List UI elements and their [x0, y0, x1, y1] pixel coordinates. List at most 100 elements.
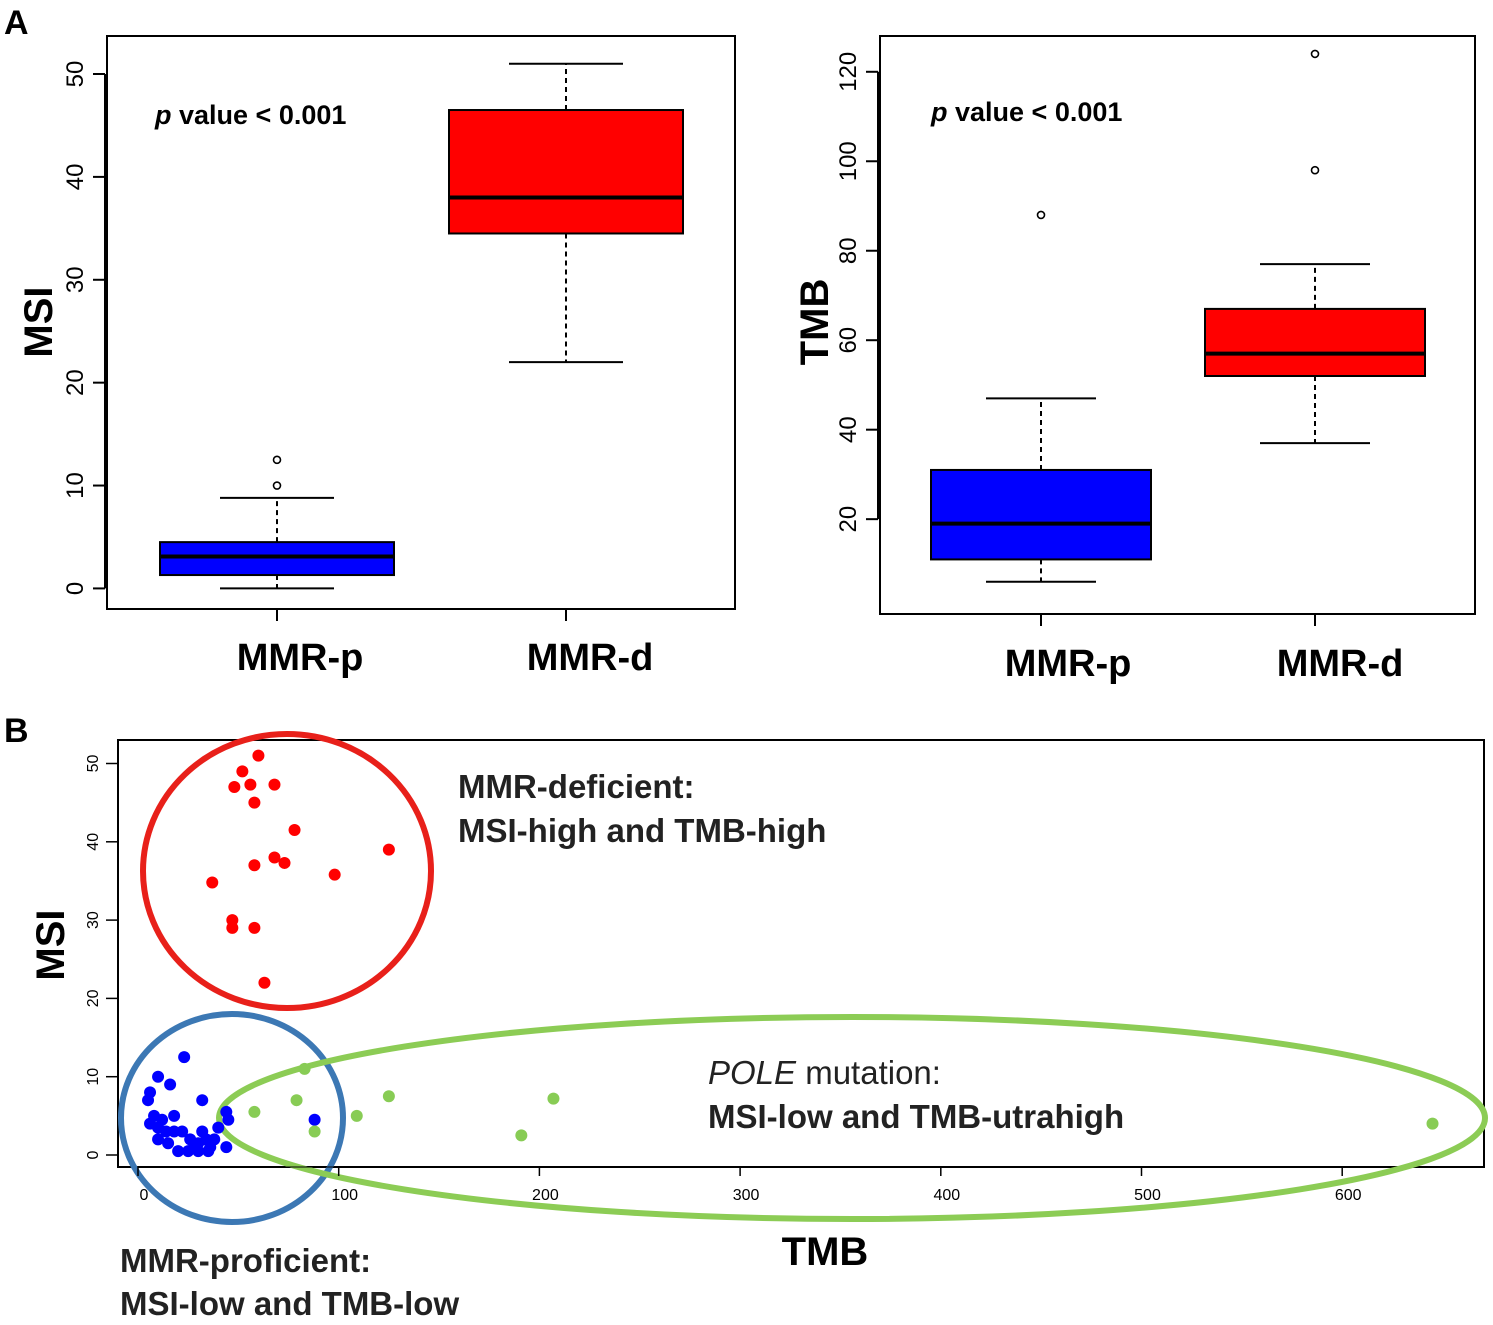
mmr-deficient-point: [252, 749, 265, 762]
category-label: MMR-p: [237, 637, 364, 679]
mmr-deficient-point: [328, 868, 341, 881]
mmr-deficient-point: [268, 778, 281, 791]
mmr-proficient-point: [168, 1109, 181, 1122]
box-MMR-d: [1204, 307, 1426, 378]
mmr-proficient-point: [176, 1125, 189, 1138]
mmr-deficient-point: [206, 876, 219, 889]
category-label: MMR-p: [1005, 643, 1132, 685]
msi-boxplot: MSI p value < 0.001 0 10 20 30 40 50 MMR-p MMR-…: [17, 35, 736, 679]
proficient-cluster-circle: [118, 1011, 346, 1225]
mmr-proficient-point: [202, 1145, 215, 1158]
p-value-text: value < 0.001: [948, 97, 1123, 127]
panel-letter-b: B: [4, 712, 29, 750]
box-MMR-p: [159, 541, 395, 577]
mmr-deficient-point: [248, 859, 261, 872]
pole-gene-name: POLE: [708, 1054, 797, 1091]
y-tick-label: 30: [62, 266, 89, 293]
y-tick-label: 20: [85, 989, 102, 1007]
pole-point: [290, 1094, 303, 1107]
mmr-proficient-point: [178, 1051, 191, 1064]
category-label: MMR-d: [1277, 643, 1404, 685]
panel-letter-a: A: [4, 4, 29, 42]
y-tick-label: 20: [835, 506, 862, 533]
outlier-point: [1036, 210, 1046, 220]
deficient-cluster-circle: [140, 731, 434, 1011]
mmr-proficient-point: [162, 1137, 175, 1150]
box-MMR-p: [930, 468, 1152, 561]
plot-frame: [106, 35, 736, 610]
y-tick-label: 80: [835, 237, 862, 264]
outlier-point: [272, 455, 282, 465]
mmr-proficient-point: [220, 1141, 233, 1154]
plot-frame: [879, 35, 1476, 615]
mmr-deficient-point: [226, 921, 239, 934]
mmr-deficient-point: [248, 796, 261, 809]
mmr-deficient-point: [258, 976, 271, 989]
mmr-proficient-point: [152, 1070, 165, 1083]
pole-point: [515, 1129, 528, 1142]
mmr-deficient-point: [228, 780, 241, 793]
pole-label-line1: POLE mutation:: [708, 1054, 941, 1091]
y-tick-label: 120: [835, 52, 862, 92]
x-tick-label: 400: [933, 1187, 960, 1204]
x-tick-label: 600: [1335, 1187, 1362, 1204]
pole-point: [382, 1090, 395, 1103]
mmr-proficient-point: [208, 1133, 221, 1146]
mmr-proficient-point: [172, 1145, 185, 1158]
mmr-proficient-point: [142, 1094, 155, 1107]
mmr-proficient-point: [164, 1078, 177, 1091]
p-italic: p: [930, 97, 948, 127]
pole-label-line2: MSI-low and TMB-utrahigh: [708, 1098, 1124, 1135]
pole-cluster-ellipse: [216, 1014, 1488, 1222]
pole-point: [547, 1092, 560, 1105]
y-tick-label: 40: [85, 833, 102, 851]
mmr-deficient-point: [236, 765, 249, 778]
y-tick-label: 40: [835, 416, 862, 443]
pole-point: [350, 1109, 363, 1122]
pole-point: [248, 1105, 261, 1118]
y-axis-title: MSI: [29, 909, 73, 980]
mmr-proficient-point: [220, 1105, 233, 1118]
y-tick-label: 0: [85, 1150, 102, 1159]
y-axis-title: TMB: [793, 279, 837, 366]
proficient-label-line1: MMR-proficient:: [120, 1242, 371, 1279]
x-axis-title: TMB: [782, 1230, 869, 1274]
p-value-annotation: p value < 0.001: [154, 100, 346, 130]
y-tick-label: 50: [62, 61, 89, 88]
pole-mutation-text: mutation:: [796, 1054, 941, 1091]
category-label: MMR-d: [527, 637, 654, 679]
mmr-proficient-point: [182, 1145, 195, 1158]
p-value-text: value < 0.001: [172, 100, 347, 130]
outlier-point: [1310, 165, 1320, 175]
x-tick-label: 0: [140, 1187, 149, 1204]
box-MMR-d: [448, 109, 684, 235]
y-tick-label: 100: [835, 141, 862, 181]
y-tick-label: 40: [62, 164, 89, 191]
x-tick-label: 100: [331, 1187, 358, 1204]
x-tick-label: 500: [1134, 1187, 1161, 1204]
mmr-proficient-point: [152, 1133, 165, 1146]
deficient-label-line1: MMR-deficient:: [458, 768, 694, 805]
mmr-deficient-point: [244, 778, 257, 791]
msi-tmb-scatter: MSI TMB MMR-deficient: MSI-high and TMB-…: [29, 731, 1488, 1322]
mmr-deficient-point: [382, 843, 395, 856]
outlier-point: [272, 481, 282, 490]
mmr-proficient-point: [196, 1094, 209, 1107]
mmr-deficient-point: [288, 824, 301, 837]
x-tick-label: 200: [532, 1187, 559, 1204]
pole-point: [298, 1062, 311, 1075]
mmr-proficient-point: [308, 1113, 321, 1126]
y-tick-label: 60: [835, 327, 862, 354]
mmr-deficient-point: [268, 851, 281, 864]
x-tick-label: 300: [733, 1187, 760, 1204]
mmr-deficient-point: [278, 856, 291, 869]
proficient-label-line2: MSI-low and TMB-low: [120, 1285, 459, 1322]
tmb-boxplot: TMB p value < 0.001 20 40 60 80 100 120 MMR-p M…: [793, 35, 1476, 685]
y-tick-label: 30: [85, 911, 102, 929]
deficient-label-line2: MSI-high and TMB-high: [458, 812, 826, 849]
outlier-point: [1310, 49, 1320, 59]
y-axis-title: MSI: [17, 286, 61, 357]
mmr-proficient-point: [212, 1121, 225, 1134]
y-tick-label: 10: [62, 472, 89, 499]
